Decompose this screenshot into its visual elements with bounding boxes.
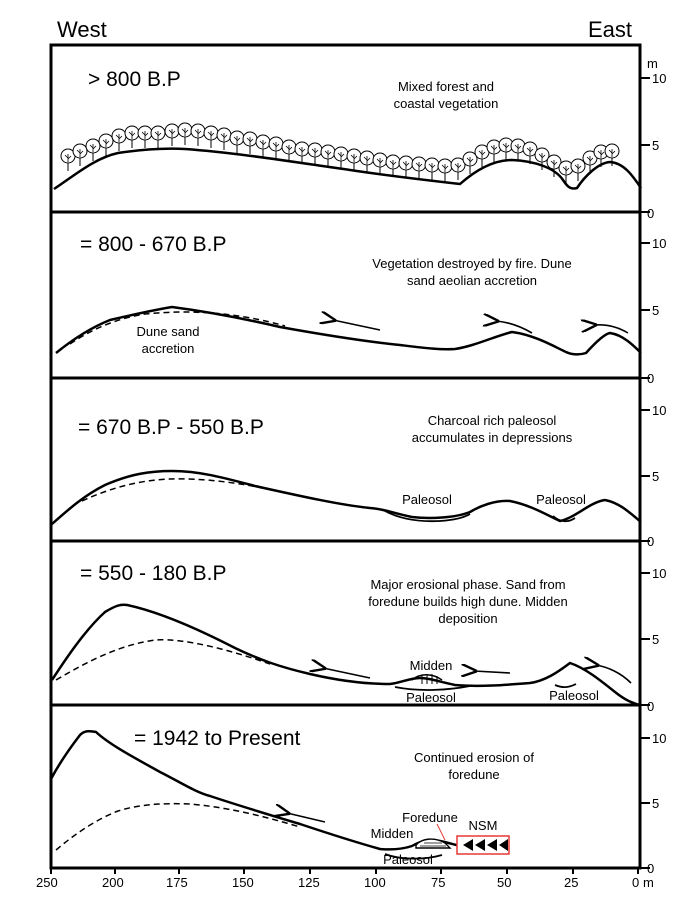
x-tick-label: 100 <box>364 875 386 890</box>
paleosol-layer <box>554 683 577 689</box>
y-tick-label: 5 <box>652 796 659 811</box>
y-tick-label: 0 <box>647 861 654 876</box>
y-tick-label: 10 <box>652 403 666 418</box>
nsm-marker <box>456 835 510 855</box>
east-label: East <box>588 17 632 42</box>
panel-caption-line: accumulates in depressions <box>412 430 573 445</box>
y-tick-label: 0 <box>647 206 654 221</box>
panel-caption-line: foredune <box>448 767 499 782</box>
x-tick-label: 50 <box>497 875 511 890</box>
y-tick-label: 10 <box>652 731 666 746</box>
y-tick-label: 10 <box>652 566 666 581</box>
period-label: = 1942 to Present <box>134 727 301 750</box>
dune-sand-label: accretion <box>142 341 195 356</box>
x-tick-label: 75 <box>431 875 445 890</box>
x-tick-label: 25 <box>564 875 578 890</box>
y-unit-label: m <box>647 56 658 71</box>
paleosol-label: Paleosol <box>549 688 599 703</box>
x-tick-label: 200 <box>102 875 124 890</box>
foredune-label: Foredune <box>402 810 458 825</box>
panel-3: = 670 B.P - 550 B.P Charcoal rich paleos… <box>51 413 642 525</box>
vegetation-trees <box>60 122 620 184</box>
y-tick-label: 0 <box>647 371 654 386</box>
west-label: West <box>57 17 107 42</box>
former-profile <box>55 802 301 851</box>
midden-deposit <box>411 673 443 681</box>
diagram-frame <box>49 43 642 870</box>
panel-4: = 550 - 180 B.P Major erosional phase. S… <box>50 562 641 707</box>
midden-label: Midden <box>371 826 414 841</box>
panel-caption-line: Charcoal rich paleosol <box>428 413 557 428</box>
y-tick-label: 5 <box>652 138 659 153</box>
y-tick-label: 0 <box>647 699 654 714</box>
y-tick-label: 5 <box>652 303 659 318</box>
wind-arrow <box>496 321 533 334</box>
former-profile <box>81 478 286 502</box>
panel-caption-line: Major erosional phase. Sand from <box>370 577 565 592</box>
nsm-label: NSM <box>469 818 498 833</box>
wind-arrow <box>474 671 511 673</box>
paleosol-layer <box>384 510 471 523</box>
dune-profile <box>55 305 642 356</box>
panel-caption-line: coastal vegetation <box>394 96 499 111</box>
panel-caption-line: Continued erosion of <box>414 750 534 765</box>
panel-caption-line: foredune builds high dune. Midden <box>368 594 567 609</box>
former-profile <box>69 311 286 345</box>
dune-sand-label: Dune sand <box>137 324 200 339</box>
elevation-scale <box>640 77 650 869</box>
paleosol-label: Paleosol <box>402 492 452 507</box>
wind-arrow <box>333 320 381 331</box>
paleosol-layer <box>552 515 576 523</box>
panel-5: = 1942 to Present Continued erosion of f… <box>49 727 534 867</box>
distance-scale <box>50 868 639 874</box>
wind-arrow <box>594 325 629 334</box>
panel-2: = 800 - 670 B.P Vegetation destroyed by … <box>55 233 642 356</box>
paleosol-label: Paleosol <box>536 492 586 507</box>
period-label: = 670 B.P - 550 B.P <box>78 416 264 439</box>
y-tick-label: 10 <box>652 236 666 251</box>
y-tick-label: 5 <box>652 632 659 647</box>
panel-1: > 800 B.P Mixed forest and coastal veget… <box>53 68 643 191</box>
x-tick-label: 150 <box>232 875 254 890</box>
wind-arrow <box>287 813 326 823</box>
panel-caption-line: Vegetation destroyed by fire. Dune <box>372 256 571 271</box>
nsm-arrows-icon <box>463 839 508 851</box>
period-label: = 800 - 670 B.P <box>80 233 227 256</box>
midden-hatching <box>421 674 438 684</box>
panel-caption-line: Mixed forest and <box>398 79 494 94</box>
midden-label: Midden <box>410 658 453 673</box>
panel-caption-line: deposition <box>438 611 497 626</box>
period-label: = 550 - 180 B.P <box>80 562 227 585</box>
wind-arrow <box>323 668 371 679</box>
foredune-remnant <box>415 838 452 849</box>
y-tick-label: 10 <box>652 71 666 86</box>
x-tick-label: 250 <box>36 875 58 890</box>
dune-profile <box>50 603 641 707</box>
paleosol-label: Paleosol <box>406 690 456 705</box>
dune-profile <box>51 469 642 525</box>
y-tick-label: 0 <box>647 534 654 549</box>
paleosol-layer <box>384 853 443 860</box>
y-tick-label: 5 <box>652 469 659 484</box>
former-profile <box>55 639 271 681</box>
foredune-hatching <box>420 842 446 847</box>
foredune-leader-line <box>436 823 446 841</box>
x-unit-label: m <box>643 875 654 890</box>
x-tick-label: 175 <box>166 875 188 890</box>
panel-caption-line: sand aeolian accretion <box>407 273 537 288</box>
paleosol-label: Paleosol <box>383 852 433 867</box>
paleosol-layer <box>394 685 471 691</box>
period-label: > 800 B.P <box>88 68 181 91</box>
wind-arrow <box>596 665 632 684</box>
dune-profile <box>53 147 643 191</box>
x-tick-label: 0 <box>632 875 639 890</box>
x-tick-label: 125 <box>298 875 320 890</box>
